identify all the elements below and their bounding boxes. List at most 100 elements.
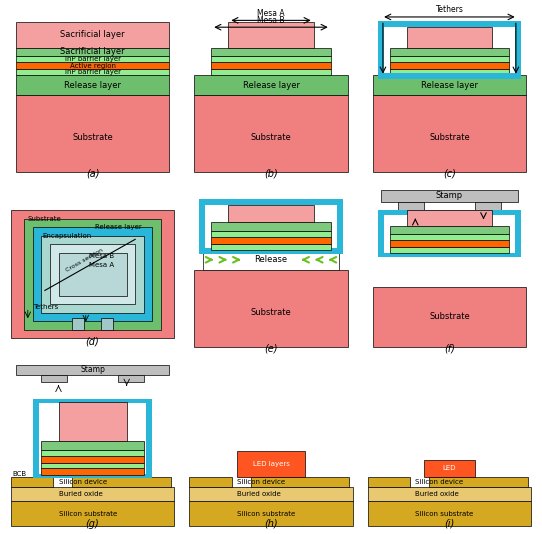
- Text: Sacrificial layer: Sacrificial layer: [60, 30, 125, 40]
- Bar: [373, 75, 526, 96]
- Text: (f): (f): [444, 343, 455, 354]
- Bar: [515, 212, 521, 255]
- Bar: [16, 96, 169, 172]
- Bar: [211, 237, 331, 244]
- Bar: [199, 203, 205, 250]
- Bar: [16, 62, 169, 69]
- Text: (d): (d): [86, 337, 100, 347]
- Text: Substrate: Substrate: [429, 311, 470, 320]
- Bar: [390, 69, 509, 75]
- Text: Silicon substrate: Silicon substrate: [237, 511, 295, 516]
- Text: (a): (a): [86, 169, 99, 179]
- Bar: [378, 253, 521, 257]
- Bar: [59, 402, 127, 441]
- Bar: [203, 249, 339, 270]
- Bar: [41, 441, 144, 450]
- Text: (b): (b): [264, 169, 278, 179]
- Bar: [211, 62, 331, 69]
- Bar: [16, 69, 169, 75]
- Text: (e): (e): [264, 343, 278, 354]
- Text: Release layer: Release layer: [95, 224, 141, 230]
- Bar: [24, 219, 161, 329]
- Bar: [16, 22, 169, 48]
- Bar: [211, 222, 331, 231]
- Bar: [11, 477, 54, 487]
- Bar: [41, 456, 144, 462]
- Bar: [41, 375, 67, 381]
- Text: Mesa A: Mesa A: [257, 9, 285, 18]
- Bar: [211, 231, 331, 237]
- Bar: [378, 210, 521, 215]
- Bar: [41, 450, 144, 456]
- Text: Stamp: Stamp: [436, 191, 463, 200]
- Bar: [381, 190, 518, 202]
- Bar: [424, 460, 475, 477]
- Text: Release layer: Release layer: [421, 81, 478, 90]
- Bar: [378, 212, 384, 255]
- Bar: [211, 69, 331, 75]
- Text: Buried oxide: Buried oxide: [237, 491, 281, 497]
- Text: Buried oxide: Buried oxide: [59, 491, 102, 497]
- Bar: [189, 477, 232, 487]
- Bar: [118, 375, 144, 381]
- Bar: [59, 253, 127, 295]
- Bar: [199, 248, 343, 254]
- Text: Substrate: Substrate: [250, 308, 292, 317]
- Text: Substrate: Substrate: [28, 216, 62, 222]
- Bar: [189, 487, 353, 501]
- Bar: [11, 487, 175, 501]
- Bar: [33, 398, 152, 403]
- Text: LED layers: LED layers: [253, 461, 289, 467]
- Bar: [33, 227, 152, 321]
- Bar: [390, 226, 509, 234]
- Bar: [33, 400, 39, 477]
- Bar: [378, 21, 521, 27]
- Bar: [407, 27, 492, 48]
- Bar: [407, 210, 492, 226]
- Bar: [16, 75, 169, 96]
- Bar: [367, 487, 531, 501]
- Text: Tethers: Tethers: [435, 5, 463, 14]
- Bar: [194, 270, 348, 347]
- Bar: [33, 474, 152, 478]
- Bar: [250, 477, 350, 487]
- Text: BCB: BCB: [12, 470, 27, 476]
- Text: Buried oxide: Buried oxide: [415, 491, 459, 497]
- Text: Mesa B: Mesa B: [257, 15, 285, 25]
- Text: LED: LED: [443, 466, 456, 472]
- Bar: [390, 56, 509, 62]
- Bar: [515, 25, 521, 76]
- Bar: [378, 25, 384, 76]
- Bar: [337, 203, 343, 250]
- Bar: [429, 477, 528, 487]
- Bar: [211, 56, 331, 62]
- Text: Stamp: Stamp: [80, 365, 105, 374]
- Bar: [189, 501, 353, 527]
- Text: Silicon substrate: Silicon substrate: [59, 511, 117, 516]
- Bar: [41, 468, 144, 475]
- Bar: [72, 477, 171, 487]
- Bar: [199, 199, 343, 205]
- Bar: [194, 75, 348, 96]
- Text: Substrate: Substrate: [250, 134, 292, 143]
- Bar: [11, 210, 175, 338]
- Bar: [390, 48, 509, 56]
- Text: Release layer: Release layer: [242, 81, 300, 90]
- Text: Silicon device: Silicon device: [237, 479, 285, 485]
- Bar: [390, 62, 509, 69]
- Text: (h): (h): [264, 519, 278, 529]
- Text: Silicon device: Silicon device: [59, 479, 107, 485]
- Bar: [228, 205, 314, 222]
- Text: InP barrier layer: InP barrier layer: [64, 69, 120, 75]
- Bar: [16, 56, 169, 62]
- Text: Encapsulation: Encapsulation: [42, 233, 92, 239]
- Text: Silicon device: Silicon device: [415, 479, 463, 485]
- Bar: [11, 501, 175, 527]
- Bar: [101, 318, 113, 329]
- Text: Sacrificial layer: Sacrificial layer: [60, 48, 125, 57]
- Text: Substrate: Substrate: [72, 134, 113, 143]
- Text: Mesa B: Mesa B: [88, 253, 114, 260]
- Text: Silicon substrate: Silicon substrate: [415, 511, 474, 516]
- Bar: [398, 202, 424, 214]
- Bar: [50, 245, 135, 304]
